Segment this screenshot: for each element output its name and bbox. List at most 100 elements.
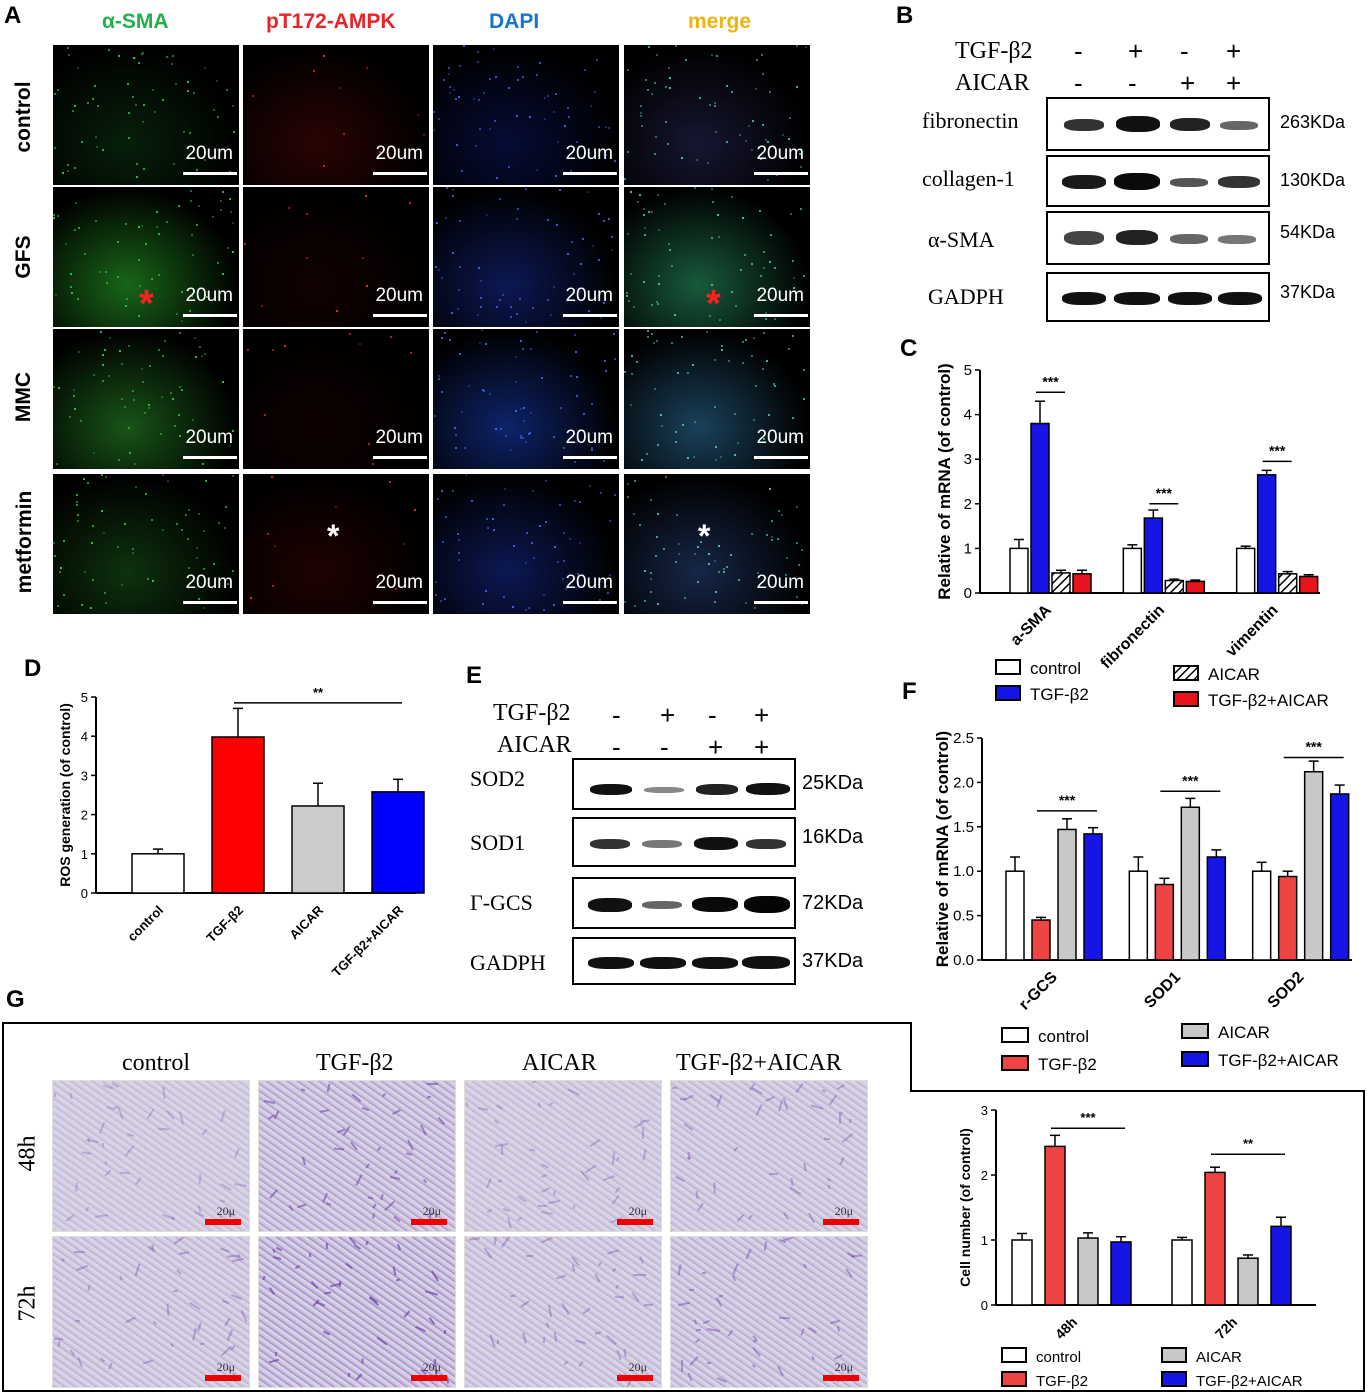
- speckle: [403, 543, 405, 545]
- speckle: [178, 205, 180, 207]
- speckle: [790, 213, 792, 215]
- y-tick-label: 2.0: [953, 774, 974, 791]
- speckle: [668, 243, 670, 245]
- blot-label-gadph: GADPH: [928, 284, 1004, 309]
- cell-speck: [104, 1160, 108, 1166]
- speckle: [203, 568, 205, 570]
- cell-speck: [821, 1089, 827, 1093]
- scale-bar-label: 20um: [185, 143, 233, 164]
- speckle: [643, 214, 645, 216]
- speckle: [516, 313, 518, 315]
- bar: [1298, 575, 1319, 594]
- speckle: [144, 412, 146, 414]
- speckle: [57, 605, 59, 607]
- cell-speck: [437, 1116, 446, 1126]
- speckle: [366, 285, 368, 287]
- speckle: [94, 85, 96, 87]
- speckle: [657, 303, 659, 305]
- kda-label-37-e: 37KDa: [802, 950, 864, 972]
- speckle: [550, 314, 552, 316]
- speckle: [455, 447, 457, 449]
- cell-speck: [731, 1274, 737, 1282]
- speckle: [77, 514, 79, 516]
- cell-speck: [810, 1104, 824, 1110]
- legend-label: TGF-β2+AICAR: [1208, 691, 1329, 710]
- cell-speck: [60, 1258, 66, 1262]
- cell-speck: [718, 1294, 724, 1298]
- cell-speck: [124, 1145, 135, 1157]
- legend-swatch: [1001, 1371, 1027, 1387]
- speckle: [753, 419, 755, 421]
- speckle: [481, 329, 483, 331]
- speckle: [792, 335, 794, 337]
- speckle: [781, 514, 783, 516]
- cell-speck: [300, 1088, 306, 1092]
- speckle: [650, 591, 652, 593]
- cell-speck: [582, 1307, 591, 1315]
- cell-speck: [486, 1208, 493, 1214]
- speckle: [520, 437, 522, 439]
- kda-label-16: 16KDa: [802, 826, 864, 848]
- cell-speck: [841, 1133, 854, 1143]
- speckle: [461, 170, 463, 172]
- cell-speck: [545, 1322, 550, 1328]
- bar: [1030, 422, 1050, 594]
- speckle: [564, 125, 566, 127]
- speckle: [805, 46, 807, 48]
- cell-speck: [695, 1190, 699, 1200]
- speckle: [335, 506, 337, 508]
- speckle: [769, 261, 771, 263]
- cell-speck: [553, 1190, 556, 1196]
- cell-speck: [800, 1328, 805, 1336]
- cell-speck: [393, 1215, 401, 1223]
- speckle: [232, 475, 234, 477]
- speckle: [611, 236, 613, 238]
- speckle: [755, 385, 757, 387]
- speckle: [63, 540, 65, 542]
- speckle: [486, 518, 488, 520]
- cell-speck: [85, 1206, 90, 1212]
- speckle: [68, 54, 70, 56]
- speckle: [76, 501, 78, 503]
- speckle: [742, 217, 744, 219]
- cell-speck: [125, 1316, 136, 1324]
- speckle: [718, 571, 720, 573]
- speckle: [124, 523, 126, 525]
- speckle: [417, 114, 419, 116]
- row-label-gfs: GFS: [12, 235, 35, 279]
- speckle: [762, 73, 764, 75]
- category-label: SOD1: [1141, 969, 1184, 1012]
- blot-sod2: [572, 758, 796, 810]
- speckle: [456, 144, 458, 146]
- significance-label: ***: [1059, 792, 1076, 808]
- speckle: [156, 211, 158, 213]
- speckle: [777, 538, 779, 540]
- speckle: [754, 607, 756, 609]
- speckle: [139, 285, 141, 287]
- speckle: [731, 196, 733, 198]
- speckle: [444, 332, 446, 334]
- speckle: [684, 597, 686, 599]
- cell-speck: [119, 1275, 123, 1281]
- speckle: [70, 273, 72, 275]
- blot-label-fibronectin: fibronectin: [922, 108, 1019, 133]
- speckle: [323, 165, 325, 167]
- speckle: [138, 226, 140, 228]
- speckle: [734, 413, 736, 415]
- y-tick-label: 2.5: [953, 730, 974, 747]
- speckle: [798, 564, 800, 566]
- cell-speck: [87, 1284, 91, 1292]
- bar: [1171, 1239, 1193, 1306]
- speckle: [740, 269, 742, 271]
- speckle: [166, 221, 168, 223]
- y-tick-label: 3: [81, 768, 88, 783]
- speckle: [557, 561, 559, 563]
- cell-speck: [294, 1264, 301, 1270]
- speckle: [164, 340, 166, 342]
- speckle: [675, 431, 677, 433]
- speckle: [774, 318, 776, 320]
- cell-speck: [632, 1273, 647, 1277]
- speckle: [708, 553, 710, 555]
- cell-speck: [745, 1248, 752, 1260]
- scale-bar: [411, 1219, 447, 1225]
